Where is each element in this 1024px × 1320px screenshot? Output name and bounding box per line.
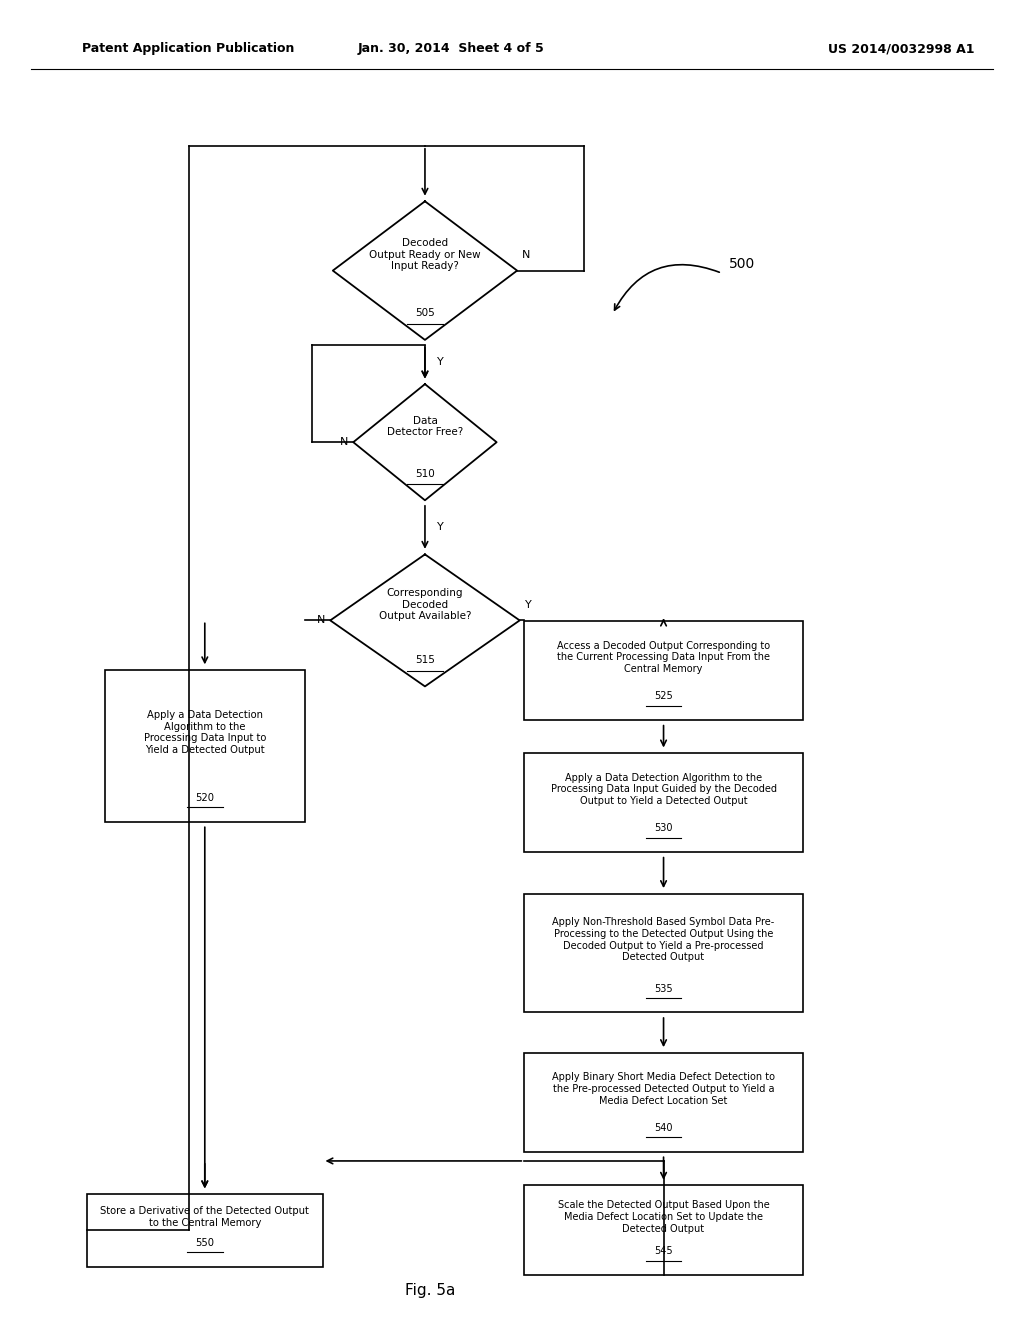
Text: 520: 520	[196, 793, 214, 803]
Text: 510: 510	[415, 469, 435, 479]
Text: Access a Decoded Output Corresponding to
the Current Processing Data Input From : Access a Decoded Output Corresponding to…	[557, 640, 770, 675]
Text: Apply a Data Detection
Algorithm to the
Processing Data Input to
Yield a Detecte: Apply a Data Detection Algorithm to the …	[143, 710, 266, 755]
Text: 535: 535	[654, 983, 673, 994]
Text: 530: 530	[654, 824, 673, 833]
Text: 505: 505	[415, 309, 435, 318]
Text: Y: Y	[437, 523, 444, 532]
Text: 515: 515	[415, 655, 435, 665]
Text: 500: 500	[729, 257, 756, 271]
Text: N: N	[522, 249, 530, 260]
Text: Jan. 30, 2014  Sheet 4 of 5: Jan. 30, 2014 Sheet 4 of 5	[357, 42, 544, 55]
Bar	[87, 1193, 323, 1267]
Text: 550: 550	[196, 1238, 214, 1247]
Text: Data
Detector Free?: Data Detector Free?	[387, 416, 463, 437]
Text: 540: 540	[654, 1123, 673, 1133]
Bar	[105, 671, 305, 821]
Text: Decoded
Output Ready or New
Input Ready?: Decoded Output Ready or New Input Ready?	[369, 238, 481, 272]
Text: N: N	[340, 437, 348, 447]
Text: Apply Binary Short Media Defect Detection to
the Pre-processed Detected Output t: Apply Binary Short Media Defect Detectio…	[552, 1072, 775, 1106]
Bar	[524, 752, 803, 853]
Bar	[524, 1053, 803, 1151]
Bar	[524, 894, 803, 1012]
Text: Y: Y	[437, 356, 444, 367]
Text: Apply a Data Detection Algorithm to the
Processing Data Input Guided by the Deco: Apply a Data Detection Algorithm to the …	[551, 772, 776, 807]
Text: Store a Derivative of the Detected Output
to the Central Memory: Store a Derivative of the Detected Outpu…	[100, 1206, 309, 1228]
Text: N: N	[316, 615, 326, 626]
Bar	[524, 620, 803, 721]
Text: 525: 525	[654, 692, 673, 701]
Text: Apply Non-Threshold Based Symbol Data Pre-
Processing to the Detected Output Usi: Apply Non-Threshold Based Symbol Data Pr…	[552, 917, 775, 962]
Text: Patent Application Publication: Patent Application Publication	[82, 42, 294, 55]
Text: Y: Y	[524, 599, 531, 610]
Text: 545: 545	[654, 1246, 673, 1257]
Text: US 2014/0032998 A1: US 2014/0032998 A1	[827, 42, 975, 55]
Bar	[524, 1185, 803, 1275]
Text: Scale the Detected Output Based Upon the
Media Defect Location Set to Update the: Scale the Detected Output Based Upon the…	[558, 1200, 769, 1234]
Text: Corresponding
Decoded
Output Available?: Corresponding Decoded Output Available?	[379, 587, 471, 622]
Text: Fig. 5a: Fig. 5a	[404, 1283, 456, 1299]
